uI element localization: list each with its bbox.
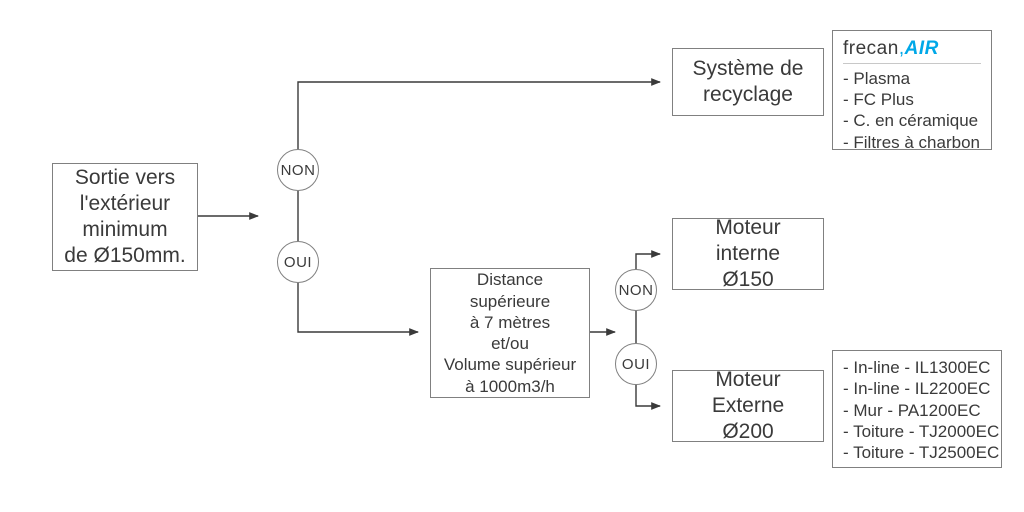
node-air_list: frecan,AIR - Plasma- FC Plus- C. en céram… bbox=[832, 30, 992, 150]
node-line: à 7 mètres bbox=[470, 312, 550, 333]
list-item: - Toiture - TJ2500EC bbox=[843, 442, 999, 463]
list-item: - Mur - PA1200EC bbox=[843, 400, 981, 421]
node-line: Moteur bbox=[715, 215, 780, 241]
node-start: Sortie versl'extérieurminimumde Ø150mm. bbox=[52, 163, 198, 271]
list-item: - In-line - IL1300EC bbox=[843, 357, 990, 378]
brand-logo: frecan,AIR bbox=[843, 37, 981, 64]
node-mot_int: MoteurinterneØ150 bbox=[672, 218, 824, 290]
node-recycle: Système derecyclage bbox=[672, 48, 824, 116]
brand-name: frecan bbox=[843, 38, 899, 59]
node-line: et/ou bbox=[491, 333, 529, 354]
node-mot_ext: MoteurExterneØ200 bbox=[672, 370, 824, 442]
node-line: de Ø150mm. bbox=[64, 243, 185, 269]
edge bbox=[636, 385, 660, 406]
decision-d2_non: NON bbox=[615, 269, 657, 311]
list-item: - In-line - IL2200EC bbox=[843, 378, 990, 399]
list-item: - Filtres à charbon bbox=[843, 132, 980, 153]
list-item: - C. en céramique bbox=[843, 110, 978, 131]
node-line: minimum bbox=[82, 217, 167, 243]
list-item: - Plasma bbox=[843, 68, 910, 89]
node-line: Ø200 bbox=[722, 419, 773, 445]
node-line: l'extérieur bbox=[80, 191, 170, 217]
edge bbox=[298, 82, 660, 149]
edge bbox=[298, 283, 418, 332]
flowchart-stage: Sortie versl'extérieurminimumde Ø150mm.S… bbox=[0, 0, 1024, 512]
edge bbox=[636, 254, 660, 269]
decision-d2_oui: OUI bbox=[615, 343, 657, 385]
decision-d1_non: NON bbox=[277, 149, 319, 191]
node-line: à 1000m3/h bbox=[465, 376, 555, 397]
node-line: Système de bbox=[693, 56, 804, 82]
node-line: Sortie vers bbox=[75, 165, 175, 191]
node-line: recyclage bbox=[703, 82, 793, 108]
brand-suffix: AIR bbox=[905, 38, 939, 59]
node-line: interne bbox=[716, 241, 780, 267]
node-distance: Distance supérieureà 7 mètreset/ouVolume… bbox=[430, 268, 590, 398]
node-line: Externe bbox=[712, 393, 784, 419]
decision-d1_oui: OUI bbox=[277, 241, 319, 283]
node-line: Ø150 bbox=[722, 267, 773, 293]
node-line: Volume supérieur bbox=[444, 354, 576, 375]
node-line: Distance supérieure bbox=[439, 269, 581, 312]
node-line: Moteur bbox=[715, 367, 780, 393]
node-ext_list: - In-line - IL1300EC- In-line - IL2200EC… bbox=[832, 350, 1002, 468]
list-item: - Toiture - TJ2000EC bbox=[843, 421, 999, 442]
list-item: - FC Plus bbox=[843, 89, 914, 110]
